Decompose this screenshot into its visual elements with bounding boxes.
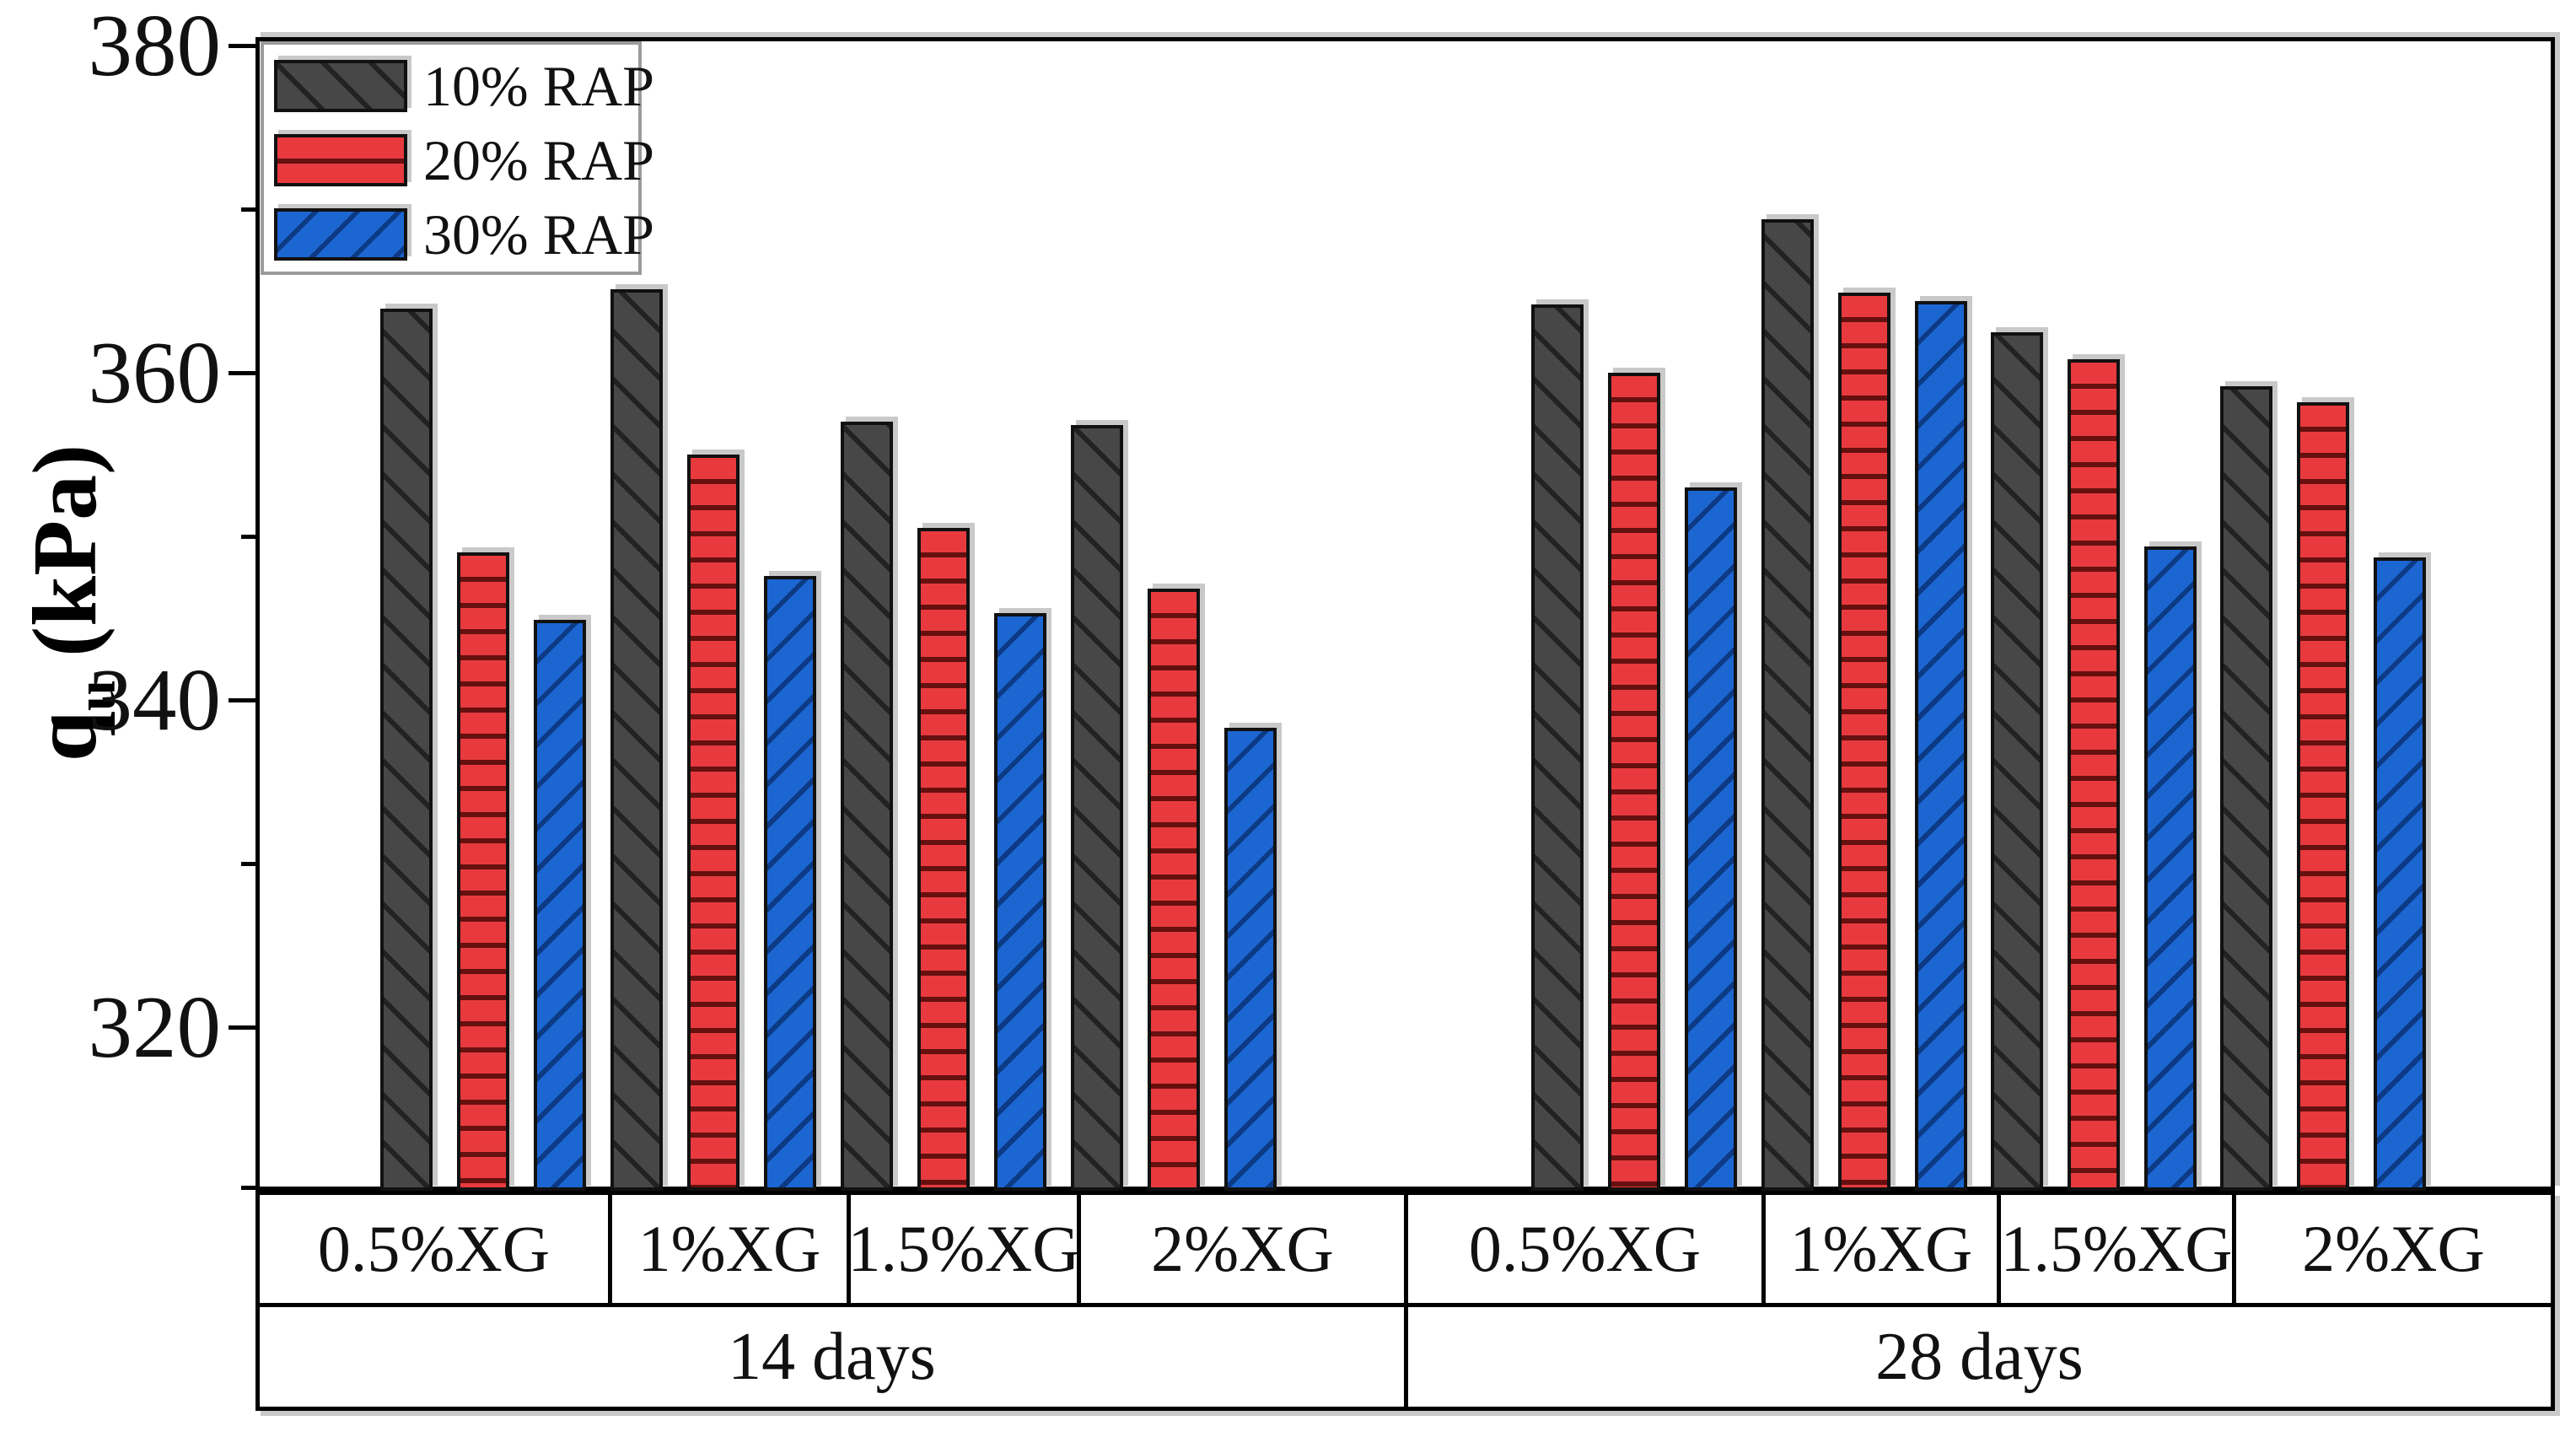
bar-30-rap-g4 (1224, 728, 1277, 1191)
bar-30-rap-g8 (2374, 557, 2426, 1191)
category-cell-3: 1.5%XG (847, 1191, 1080, 1303)
y-axis-tick-label: 340 (88, 650, 222, 749)
curing-time-cell-1: 14 days (255, 1303, 1404, 1411)
legend-swatch-10-rap (274, 60, 407, 112)
legend-label-30-rap: 30% RAP (423, 202, 654, 266)
bar-10-rap-g8 (2220, 386, 2272, 1191)
y-axis-tick-label: 360 (88, 323, 222, 422)
bar-20-rap-g5 (1608, 373, 1660, 1191)
bar-30-rap-g6 (1915, 301, 1967, 1191)
category-cell-8: 2%XG (2232, 1191, 2555, 1303)
bar-30-rap-g3 (994, 613, 1046, 1191)
bar-20-rap-g2 (687, 455, 739, 1191)
legend-label-10-rap: 10% RAP (423, 53, 654, 118)
y-axis-title-rest: (kPa) (15, 444, 116, 680)
bar-30-rap-g2 (764, 576, 816, 1191)
bar-10-rap-g1 (380, 309, 433, 1191)
y-axis-minor-tick (241, 862, 255, 866)
category-cell-1: 0.5%XG (255, 1191, 608, 1303)
legend: 10% RAP 20% RAP 30% RAP (261, 41, 654, 275)
y-axis-major-tick (229, 371, 255, 375)
bar-20-rap-g6 (1838, 293, 1890, 1191)
bar-10-rap-g4 (1071, 425, 1123, 1191)
category-cell-6: 1%XG (1761, 1191, 1997, 1303)
y-axis-minor-tick (241, 535, 255, 539)
y-axis-major-tick (229, 44, 255, 48)
y-axis-tick-label: 380 (88, 0, 222, 94)
bar-20-rap-g3 (917, 528, 970, 1191)
y-axis-tick-label: 320 (88, 977, 222, 1076)
bar-10-rap-g3 (841, 422, 893, 1191)
bar-30-rap-g7 (2144, 546, 2197, 1191)
legend-label-20-rap: 20% RAP (423, 127, 654, 192)
y-axis-major-tick (229, 1025, 255, 1030)
legend-swatch-20-rap (274, 134, 407, 186)
y-axis-minor-tick (241, 207, 255, 212)
y-axis-minor-tick (241, 1186, 255, 1190)
bar-20-rap-g7 (2068, 359, 2120, 1191)
category-cell-5: 0.5%XG (1404, 1191, 1761, 1303)
bar-10-rap-g7 (1991, 332, 2043, 1191)
curing-time-cell-2: 28 days (1404, 1303, 2555, 1411)
bar-10-rap-g2 (610, 289, 663, 1191)
bar-20-rap-g4 (1148, 589, 1200, 1191)
category-cell-4: 2%XG (1077, 1191, 1404, 1303)
category-cell-7: 1.5%XG (1997, 1191, 2233, 1303)
y-axis-title: qu (kPa) (11, 350, 127, 856)
category-cell-2: 1%XG (608, 1191, 847, 1303)
bar-10-rap-g6 (1761, 219, 1814, 1191)
legend-swatch-30-rap (274, 208, 407, 261)
y-axis-major-tick (229, 698, 255, 702)
bar-20-rap-g1 (457, 552, 509, 1191)
bar-20-rap-g8 (2297, 402, 2349, 1191)
bar-30-rap-g1 (534, 620, 586, 1191)
bar-30-rap-g5 (1685, 487, 1737, 1191)
bar-10-rap-g5 (1531, 304, 1584, 1191)
